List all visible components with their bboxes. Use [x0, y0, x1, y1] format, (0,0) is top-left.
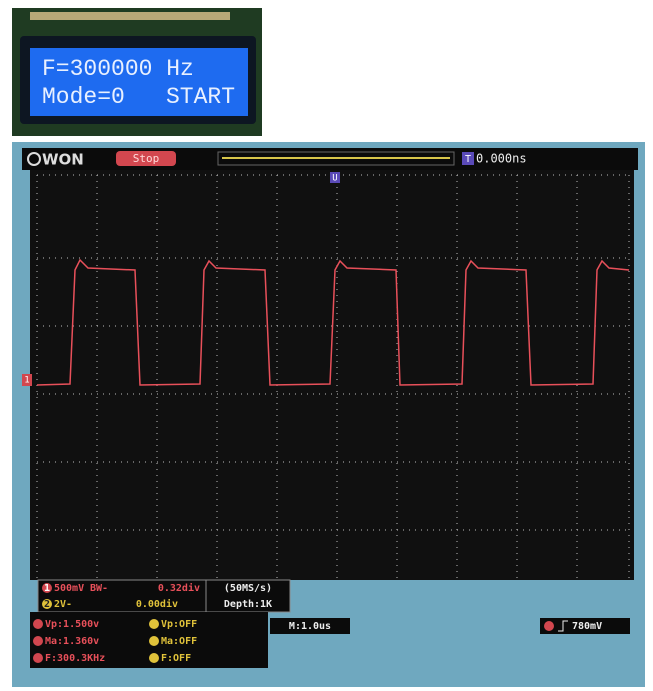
ch2-offset: 0.00div	[136, 598, 178, 610]
ch2-ma: Ma:OFF	[161, 636, 197, 647]
ch2-vp: Vp:OFF	[161, 619, 197, 630]
ch1-ma: Ma:1.360v	[45, 636, 99, 647]
ch1-measure	[33, 619, 43, 663]
state: Stop	[133, 152, 160, 165]
lcd-mode: Mode=0	[42, 84, 125, 110]
ch1-scale: 500mV	[54, 583, 84, 594]
ch1-offset: 0.32div	[158, 582, 200, 594]
trigger-level: 780mV	[572, 621, 602, 632]
scope-screen	[30, 170, 634, 580]
lcd-module: F=300000 Hz Mode=0 START	[12, 8, 262, 136]
trigger-marker: T	[465, 154, 471, 165]
lcd-line-1: F=300000 Hz	[42, 56, 194, 82]
channel-marker: 1	[24, 376, 29, 386]
ch1-index: 1	[44, 583, 50, 594]
sample-rate: (50MS/s)	[224, 583, 272, 594]
ch2-freq: F:OFF	[161, 653, 191, 664]
position-marker: U	[332, 174, 337, 184]
ch2-measure	[149, 619, 159, 663]
brand: WON	[42, 151, 84, 169]
ch2-scale: 2V-	[54, 599, 72, 610]
ch1-vp: Vp:1.500v	[45, 619, 99, 630]
lcd-status: START	[166, 84, 235, 110]
timebase: M:1.0us	[289, 621, 331, 632]
trigger-ch-icon	[544, 621, 554, 631]
ch1-freq: F:300.3KHz	[45, 653, 105, 664]
depth: Depth:1K	[224, 599, 272, 610]
ch2-index: 2	[44, 599, 50, 610]
ch1-coupling: BW-	[90, 583, 108, 594]
header-pins	[30, 12, 230, 20]
page: F=300000 Hz Mode=0 START WON Stop T 0.00…	[0, 0, 653, 687]
trigger-time: 0.000ns	[476, 152, 527, 166]
oscilloscope: WON Stop T 0.000ns U 1 1 500mV BW- 0.32d…	[12, 142, 645, 687]
